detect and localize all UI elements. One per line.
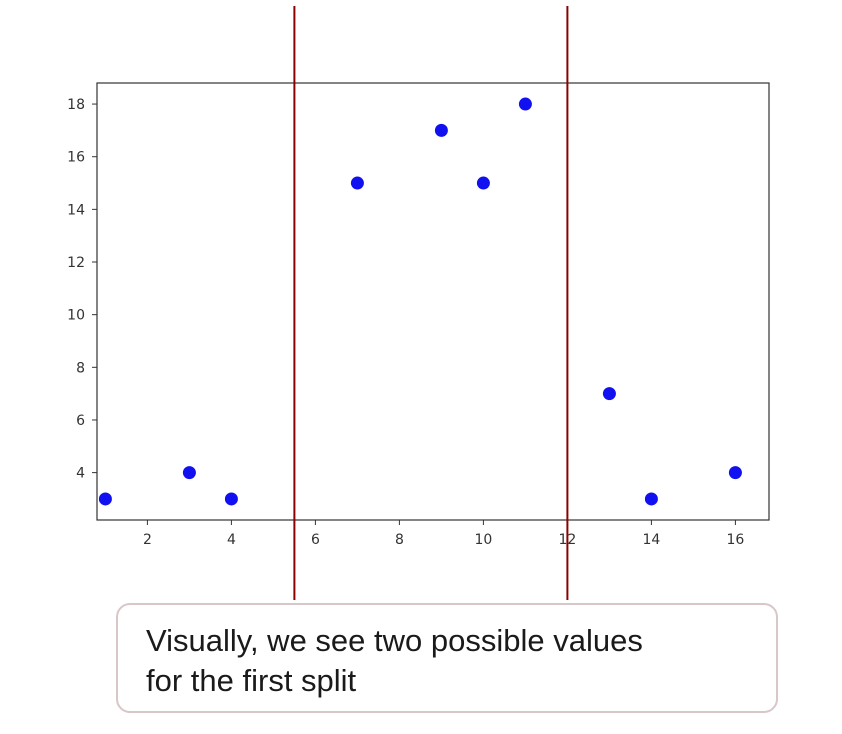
x-tick-label: 16: [726, 532, 744, 548]
data-point: [476, 176, 490, 190]
x-tick-label: 4: [227, 532, 236, 548]
x-axis-ticks: 246810121416: [143, 520, 744, 548]
data-point: [602, 387, 616, 401]
data-point: [434, 123, 448, 137]
y-axis-ticks: 4 6 8 10 12 14 16 18: [67, 97, 97, 482]
scatter-chart: 2 4 6 8 10 12 14 16 4 6 8 10 12 14 16 18: [67, 6, 770, 600]
x-tick-label: 2: [143, 532, 152, 548]
x-tick-label: 10: [474, 532, 492, 548]
x-tick-label: 6: [311, 532, 320, 548]
x-tick-label: 8: [395, 532, 404, 548]
y-tick-label: 12: [67, 255, 85, 271]
y-tick-label: 18: [67, 97, 85, 113]
data-point: [98, 492, 112, 506]
x-tick-label: 14: [642, 532, 660, 548]
data-point: [182, 466, 196, 480]
y-tick-label: 10: [67, 308, 85, 324]
y-tick-label: 4: [76, 466, 85, 482]
data-point: [518, 97, 532, 111]
y-tick-label: 16: [67, 150, 85, 166]
data-point: [350, 176, 364, 190]
y-tick-label: 8: [76, 360, 85, 376]
plot-area: [96, 82, 770, 521]
split-lines: [293, 6, 569, 600]
data-point: [644, 492, 658, 506]
y-tick-label: 14: [67, 202, 85, 218]
y-tick-label: 6: [76, 413, 85, 429]
callout-box: Visually, we see two possible values for…: [116, 603, 778, 713]
data-point: [728, 466, 742, 480]
data-points: [98, 97, 742, 506]
callout-text: Visually, we see two possible values for…: [146, 623, 643, 698]
data-point: [224, 492, 238, 506]
